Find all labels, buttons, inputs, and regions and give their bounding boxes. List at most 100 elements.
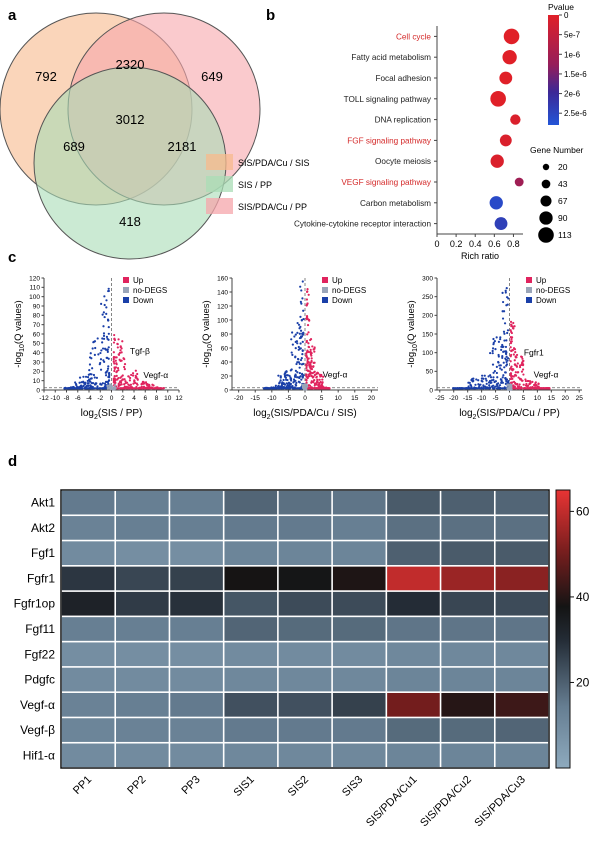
heatmap-cell (387, 718, 440, 742)
volcano-point (84, 381, 87, 384)
venn-count-b-only: 649 (201, 69, 223, 84)
volcano-point (105, 306, 108, 309)
panel-label-b: b (266, 7, 275, 24)
volcano-point (515, 353, 519, 357)
heatmap-cell (441, 692, 494, 717)
volcano-point (503, 386, 506, 389)
volcano-point (129, 376, 132, 380)
volcano-point (311, 345, 314, 348)
heatmap-cell (278, 667, 332, 692)
volcano-point (505, 287, 508, 290)
volcano-point (307, 346, 311, 349)
volcano-point (128, 387, 132, 390)
volcano-x-axis-title: log2(SIS/PDA/Cu / PP) (459, 408, 560, 421)
volcano-point (118, 351, 122, 355)
volcano-point (305, 384, 308, 387)
volcano-point (500, 368, 503, 371)
volcano-point (102, 359, 105, 362)
volcano-point (504, 289, 507, 292)
volcano-point (297, 323, 301, 326)
volcano-point (300, 357, 303, 360)
volcano-y-tick-label: 60 (33, 331, 41, 338)
venn-circle-sis-vs-pp (33, 66, 227, 260)
volcano-y-tick-label: 70 (33, 322, 41, 329)
volcano-point (488, 379, 492, 383)
venn-legend-label-2: SIS / PP (238, 180, 272, 190)
volcano-point (300, 335, 304, 338)
volcano-y-tick-label: 0 (429, 387, 433, 394)
volcano-point (296, 321, 299, 325)
volcano-point (526, 379, 529, 383)
volcano-point (116, 342, 119, 346)
heatmap-cell (441, 617, 494, 641)
volcano-point (113, 362, 116, 365)
volcano-point (310, 357, 313, 360)
volcano-point (279, 379, 282, 382)
volcano-point (86, 384, 89, 387)
volcano-point (504, 358, 508, 361)
volcano-point (519, 378, 522, 381)
heatmap-cell (170, 692, 223, 717)
volcano-point (86, 375, 90, 379)
volcano-point (100, 302, 103, 305)
heatmap-cell (61, 566, 115, 591)
volcano-point (140, 385, 143, 388)
volcano-point (112, 377, 115, 381)
volcano-point (103, 347, 107, 350)
heatmap-cell (278, 516, 332, 540)
venn-diagram: 792 649 418 2320 689 2181 3012 (0, 12, 261, 260)
heatmap-row-label: Akt2 (31, 521, 55, 535)
volcano-y-tick-label: 0 (36, 387, 40, 394)
volcano-point (527, 387, 530, 390)
heatmap-row-label: Pdgfc (24, 673, 55, 687)
volcano-point (289, 386, 293, 389)
volcano-point (307, 361, 310, 364)
heatmap-column-label: PP3 (179, 774, 202, 797)
volcano-point (147, 387, 150, 390)
volcano-point (302, 309, 305, 312)
heatmap-row-label: Vegf-β (20, 723, 55, 737)
volcano-x-tick-label: 2 (121, 395, 125, 402)
volcano-point (131, 372, 135, 375)
volcano-point (492, 341, 495, 345)
volcano-point (513, 363, 517, 366)
volcano-point (502, 361, 505, 364)
bubble-x-tick-label: 0.4 (469, 239, 482, 249)
volcano-point (512, 321, 515, 325)
volcano-point (292, 378, 296, 381)
volcano-gene-annotation: Vegf-α (534, 369, 559, 379)
volcano-point (107, 319, 110, 322)
volcano-point (514, 356, 517, 359)
heatmap-cell (170, 591, 223, 616)
volcano-point (509, 320, 513, 323)
volcano-point (318, 382, 321, 386)
volcano-point (508, 384, 511, 387)
volcano-point (505, 364, 508, 367)
volcano-point (87, 378, 91, 381)
volcano-point (103, 315, 106, 319)
volcano-point (122, 357, 125, 360)
bubble-point (489, 196, 503, 210)
volcano-point (96, 385, 99, 388)
volcano-x-tick-label: 0 (303, 395, 307, 402)
volcano-point (520, 355, 524, 359)
volcano-x-axis-title: log2(SIS/PDA/Cu / SIS) (253, 408, 356, 421)
gene-number-legend-label: 67 (558, 196, 568, 206)
heatmap-cell (495, 516, 549, 540)
volcano-legend-label: no-DEGS (536, 286, 570, 295)
volcano-point (93, 387, 96, 390)
heatmap-cell (495, 541, 549, 566)
volcano-point (501, 381, 504, 384)
heatmap-cell (116, 516, 169, 540)
heatmap-cell (170, 566, 223, 591)
volcano-point (114, 356, 117, 359)
volcano-point (307, 331, 310, 334)
heatmap-cell (224, 490, 278, 515)
volcano-point (494, 385, 497, 388)
volcano-point (106, 380, 109, 384)
heatmap-cell (116, 718, 169, 742)
volcano-point (503, 366, 506, 369)
volcano-y-tick-label: 100 (29, 294, 40, 301)
enrichment-bubble-chart: 0 0.2 0.4 0.6 0.8 Rich ratio Cell cycle Fatty a… (294, 2, 587, 261)
volcano-y-tick-label: 110 (30, 285, 41, 292)
